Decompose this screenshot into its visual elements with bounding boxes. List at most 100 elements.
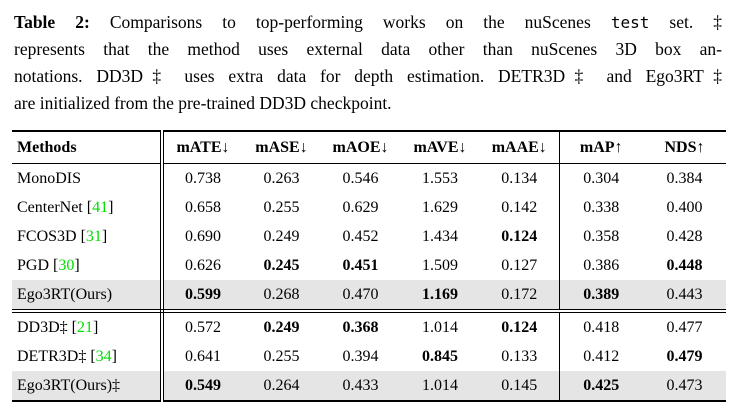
value-cell: 0.134 xyxy=(501,169,538,187)
method-name: DD3D‡ xyxy=(17,318,68,336)
value-cell: 0.477 xyxy=(666,318,703,336)
citation-number: 21 xyxy=(77,318,93,336)
method-cell: MonoDIS xyxy=(12,163,164,193)
col-header-map: mAP↑ xyxy=(558,131,643,164)
value-cell: 1.629 xyxy=(422,198,458,216)
caption-line-1: Table 2: Comparisons to top-performing w… xyxy=(14,9,722,36)
value-cell: 0.412 xyxy=(558,342,643,371)
citation-bracket: ] xyxy=(108,198,114,216)
value-cell: 0.626 xyxy=(185,256,221,274)
citation-number: 30 xyxy=(58,256,75,274)
value-cell: 0.249 xyxy=(263,318,300,336)
value-cell: 0.425 xyxy=(558,371,643,401)
caption-line-3: notations. DD3D‡ uses extra data for dep… xyxy=(14,66,722,86)
method-cell: DETR3D‡ [34] xyxy=(12,342,164,371)
method-cell: FCOS3D [31] xyxy=(12,222,164,251)
value-cell: 0.470 xyxy=(321,280,400,313)
method-name: CenterNet xyxy=(17,198,83,216)
method-name: PGD xyxy=(17,256,50,274)
caption-line-2: represents that the method uses external… xyxy=(14,39,722,59)
value-cell: 0.249 xyxy=(263,227,300,245)
citation-bracket: [ xyxy=(71,318,77,336)
table-row: DETR3D‡ [34] 0.641 0.255 0.394 0.845 0.133 0.4… xyxy=(12,342,726,371)
value-cell: 1.014 xyxy=(422,318,458,336)
citation-bracket: ] xyxy=(111,347,117,365)
citation-number: 34 xyxy=(95,347,112,365)
value-cell: 0.358 xyxy=(558,222,643,251)
value-cell: 0.690 xyxy=(185,227,221,245)
method-name: MonoDIS xyxy=(17,169,82,187)
value-cell: 0.268 xyxy=(242,280,321,313)
value-cell: 0.658 xyxy=(185,198,221,216)
value-cell: 0.127 xyxy=(501,256,538,274)
value-cell: 0.386 xyxy=(558,251,643,280)
caption-text: set. ‡ xyxy=(649,12,722,32)
caption-mono-test: test xyxy=(610,13,650,32)
value-cell: 0.400 xyxy=(666,198,703,216)
value-cell: 0.245 xyxy=(263,256,300,274)
col-header-maoe: mAOE↓ xyxy=(321,131,400,164)
citation-number: 31 xyxy=(85,227,102,245)
value-cell: 0.641 xyxy=(185,347,221,365)
citation-bracket: ] xyxy=(101,227,108,245)
value-cell: 0.572 xyxy=(185,318,221,336)
value-cell: 0.264 xyxy=(263,376,300,394)
value-cell: 0.142 xyxy=(501,198,538,216)
value-cell: 0.473 xyxy=(666,376,703,394)
value-cell: 0.255 xyxy=(263,198,300,216)
method-cell: Ego3RT(Ours) xyxy=(12,280,164,313)
value-cell: 0.304 xyxy=(558,163,643,193)
value-cell: 1.014 xyxy=(422,376,458,394)
table-row: MonoDIS 0.738 0.263 0.546 1.553 0.134 0.304 0.3… xyxy=(12,163,726,193)
citation-bracket: [ xyxy=(86,198,93,216)
col-header-mave: mAVE↓ xyxy=(400,131,480,164)
value-cell: 0.738 xyxy=(185,169,221,187)
results-table: Methods mATE↓ mASE↓ mAOE↓ mAVE↓ mAAE↓ mA… xyxy=(12,130,726,402)
value-cell: 0.145 xyxy=(501,376,538,394)
value-cell: 0.368 xyxy=(342,318,379,336)
method-name: FCOS3D xyxy=(17,227,77,245)
value-cell: 1.553 xyxy=(422,169,458,187)
value-cell: 0.451 xyxy=(342,256,379,274)
table-row: CenterNet [41] 0.658 0.255 0.629 1.629 0.142 0… xyxy=(12,193,726,222)
value-cell: 0.172 xyxy=(480,280,559,313)
value-cell: 0.255 xyxy=(263,347,300,365)
value-cell: 0.124 xyxy=(501,318,538,336)
caption-table-label: Table 2: xyxy=(14,12,90,32)
value-cell: 0.418 xyxy=(558,311,643,342)
citation-bracket: ] xyxy=(93,318,99,336)
table-row: Ego3RT(Ours) 0.599 0.268 0.470 1.169 0.172 0.3… xyxy=(12,280,726,313)
value-cell: 0.452 xyxy=(342,227,379,245)
value-cell: 0.394 xyxy=(342,347,379,365)
method-cell: CenterNet [41] xyxy=(12,193,164,222)
value-cell: 0.845 xyxy=(422,347,458,365)
method-cell: PGD [30] xyxy=(12,251,164,280)
citation-bracket: [ xyxy=(90,347,96,365)
col-header-mase: mASE↓ xyxy=(242,131,321,164)
value-cell: 1.169 xyxy=(400,280,480,313)
value-cell: 0.133 xyxy=(501,347,538,365)
citation-bracket: [ xyxy=(80,227,86,245)
value-cell: 0.433 xyxy=(342,376,379,394)
method-name: Ego3RT(Ours) xyxy=(17,285,113,303)
citation-bracket: ] xyxy=(74,256,80,274)
value-cell: 0.124 xyxy=(501,227,538,245)
method-name: Ego3RT(Ours)‡ xyxy=(17,376,121,394)
value-cell: 0.546 xyxy=(342,169,379,187)
value-cell: 0.599 xyxy=(162,280,242,313)
method-name: DETR3D‡ xyxy=(17,347,87,365)
table-row: FCOS3D [31] 0.690 0.249 0.452 1.434 0.124 0.35… xyxy=(12,222,726,251)
value-cell: 0.549 xyxy=(185,376,221,394)
value-cell: 0.479 xyxy=(666,347,703,365)
value-cell: 0.338 xyxy=(558,193,643,222)
citation-bracket: [ xyxy=(53,256,59,274)
value-cell: 0.443 xyxy=(643,280,726,313)
table-row: DD3D‡ [21] 0.572 0.249 0.368 1.014 0.124 0.418… xyxy=(12,311,726,342)
caption-line-4: are initialized from the pre-trained DD3… xyxy=(14,93,392,113)
col-header-mate: mATE↓ xyxy=(162,131,242,164)
citation-number: 41 xyxy=(92,198,109,216)
value-cell: 1.434 xyxy=(422,227,458,245)
value-cell: 0.384 xyxy=(666,169,703,187)
table-caption: Table 2: Comparisons to top-performing w… xyxy=(14,9,722,117)
col-header-maae: mAAE↓ xyxy=(480,131,559,164)
